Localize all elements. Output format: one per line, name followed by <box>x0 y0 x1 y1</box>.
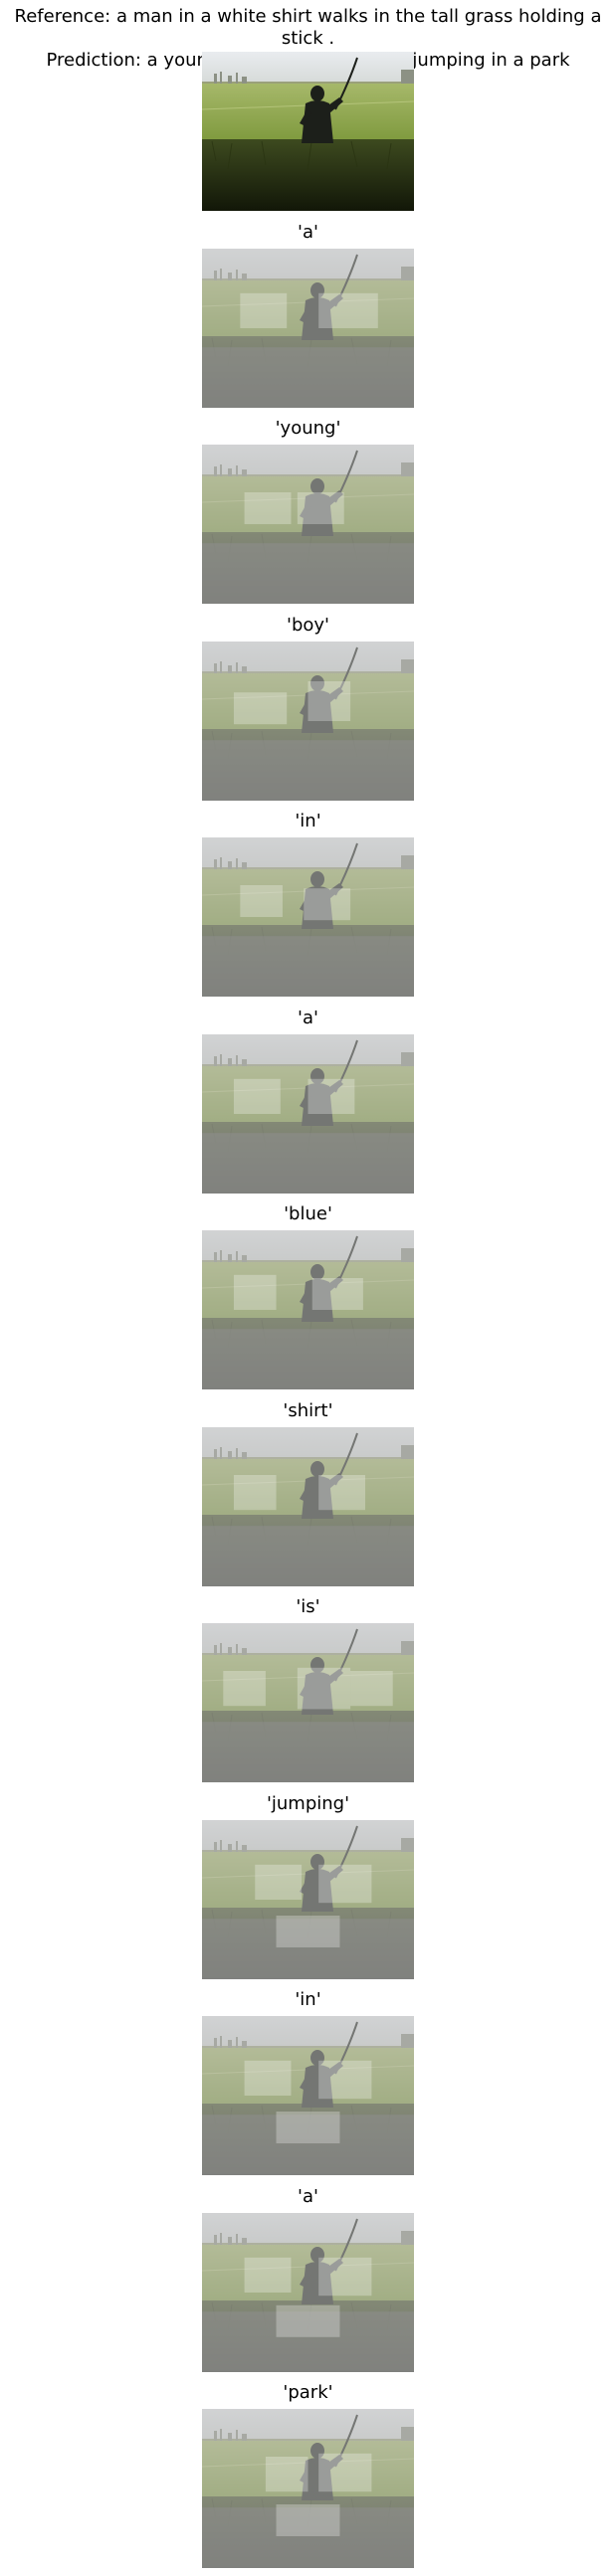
word-caption: 'jumping' <box>266 1792 350 1814</box>
attention-heatmap-photo <box>202 248 414 408</box>
attention-heatmap-photo <box>202 1230 414 1389</box>
attention-heatmap-photo <box>202 1426 414 1586</box>
attention-heatmap-photo <box>202 445 414 604</box>
word-caption: 'a' <box>298 221 318 243</box>
word-caption: 'shirt' <box>283 1399 333 1421</box>
word-caption: 'in' <box>295 1989 321 2010</box>
word-caption: 'boy' <box>287 614 329 636</box>
attention-heatmap-photo <box>202 2016 414 2175</box>
attention-heatmap-photo <box>202 2409 414 2568</box>
word-caption: 'is' <box>296 1596 320 1617</box>
source-photo <box>202 52 414 211</box>
attention-heatmap-photo <box>202 837 414 997</box>
reference-caption: Reference: a man in a white shirt walks … <box>14 6 602 49</box>
attention-heatmap-photo <box>202 641 414 801</box>
word-caption: 'blue' <box>284 1203 332 1224</box>
attention-heatmap-photo <box>202 1819 414 1979</box>
attention-heatmap-photo <box>202 2212 414 2372</box>
word-caption: 'in' <box>295 811 321 831</box>
word-caption: 'young' <box>275 418 341 439</box>
word-caption: 'a' <box>298 1007 318 1028</box>
attention-heatmap-photo <box>202 1033 414 1194</box>
word-caption: 'a' <box>298 2185 318 2207</box>
attention-heatmap-photo <box>202 1623 414 1782</box>
word-caption: 'park' <box>283 2382 333 2403</box>
